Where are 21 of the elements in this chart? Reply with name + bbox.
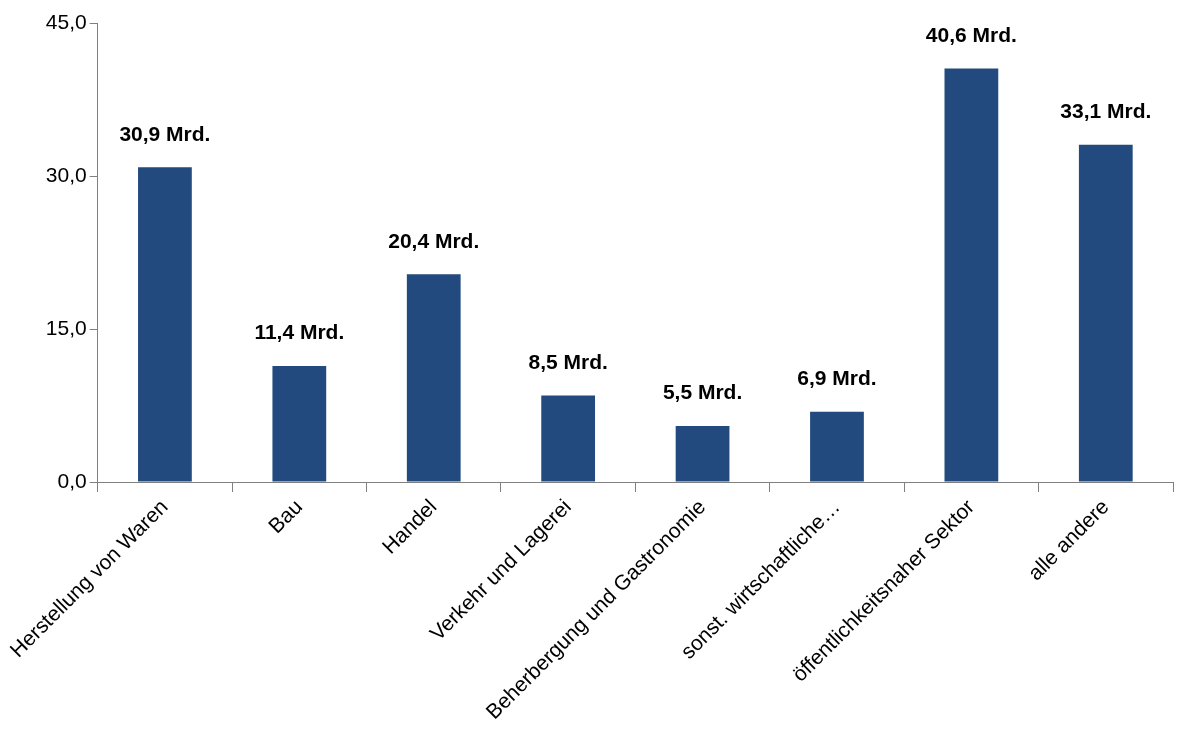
bar: [138, 167, 192, 482]
bar: [810, 411, 864, 482]
bar: [944, 68, 999, 482]
y-tick-label: 45,0: [45, 10, 87, 34]
data-label: 40,6 Mrd.: [925, 22, 1017, 46]
bar: [675, 426, 730, 482]
data-label: 33,1 Mrd.: [1060, 99, 1152, 123]
data-label: 30,9 Mrd.: [119, 121, 211, 145]
data-label: 8,5 Mrd.: [528, 349, 608, 373]
data-label: 20,4 Mrd.: [388, 228, 480, 252]
bar: [541, 395, 596, 482]
y-tick-label: 0,0: [57, 468, 87, 492]
bar: [1078, 144, 1133, 482]
data-label: 6,9 Mrd.: [797, 366, 877, 390]
data-label: 11,4 Mrd.: [254, 320, 345, 344]
x-tick-label: Bau: [263, 494, 307, 538]
y-tick-label: 15,0: [45, 316, 87, 340]
data-label: 5,5 Mrd.: [662, 380, 743, 404]
bar: [406, 274, 461, 482]
y-tick-label: 30,0: [45, 163, 87, 187]
bar: [272, 365, 327, 482]
